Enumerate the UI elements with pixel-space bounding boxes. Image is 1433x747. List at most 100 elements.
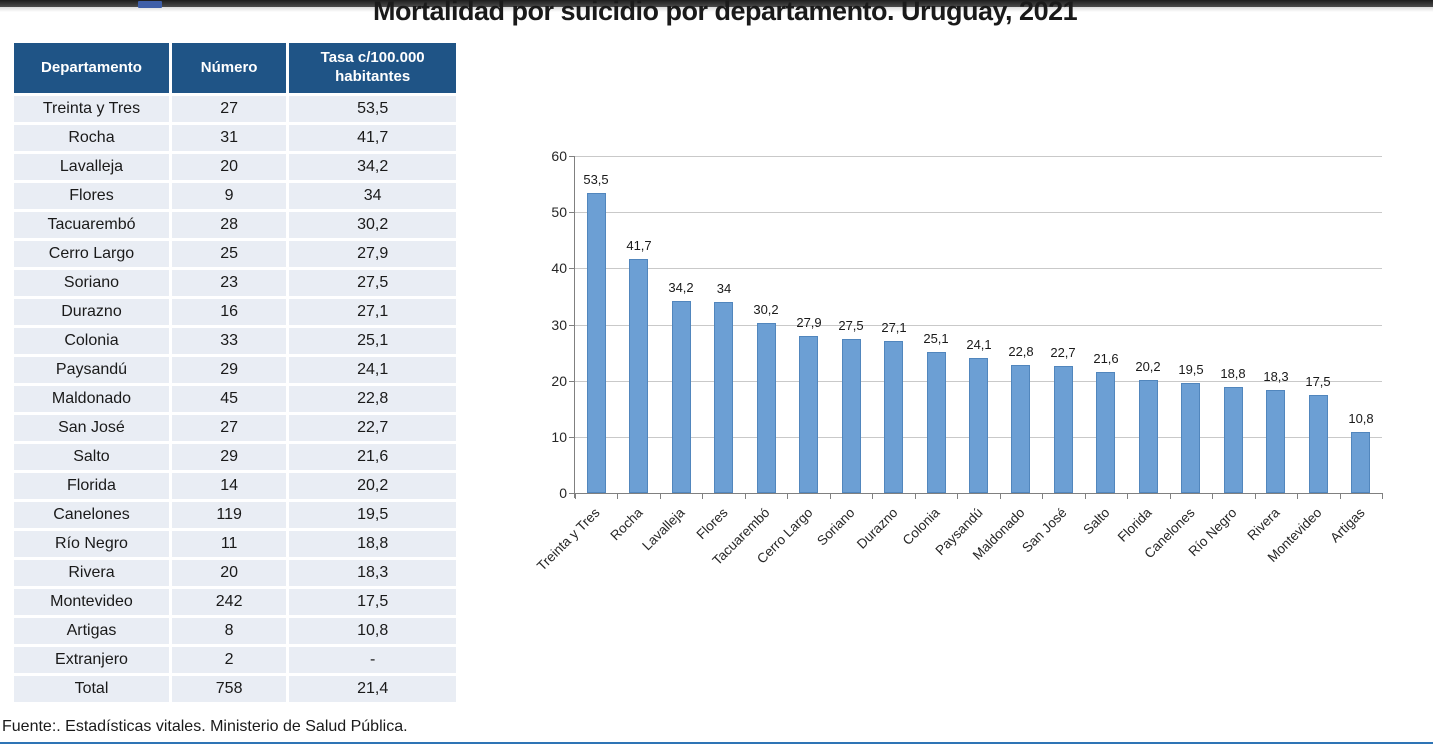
bar-value-label: 41,7 <box>626 238 652 253</box>
bar-value-label: 17,5 <box>1305 374 1331 389</box>
col-header-tasa: Tasa c/100.000 habitantes <box>289 43 456 93</box>
bar-value-label: 25,1 <box>923 331 949 346</box>
x-tick-mark <box>1340 493 1341 499</box>
x-tick-mark <box>1127 493 1128 499</box>
x-tick-mark <box>1212 493 1213 499</box>
bar-value-label: 21,6 <box>1093 351 1119 366</box>
y-tick-label: 10 <box>551 429 567 445</box>
table-cell: Durazno <box>14 299 169 325</box>
bar-value-label: 20,2 <box>1135 359 1161 374</box>
table-cell: Salto <box>14 444 169 470</box>
col-header-departamento: Departamento <box>14 43 169 93</box>
table-row: Rivera 20 18,3 <box>14 560 456 586</box>
table-cell: 21,6 <box>289 444 456 470</box>
table-cell: 119 <box>171 502 287 528</box>
bar <box>1054 366 1073 493</box>
bar-value-label: 10,8 <box>1348 411 1374 426</box>
table-cell: Río Negro <box>14 531 169 557</box>
bar <box>1309 395 1328 493</box>
y-tick-mark <box>569 156 575 157</box>
bar-value-label: 27,9 <box>796 315 822 330</box>
bar-value-label: 22,8 <box>1008 344 1034 359</box>
table-cell: 29 <box>171 357 287 383</box>
table-cell: 53,5 <box>289 96 456 122</box>
y-tick-mark <box>569 437 575 438</box>
x-tick-mark <box>702 493 703 499</box>
table-cell: 33 <box>171 328 287 354</box>
x-tick-mark <box>1297 493 1298 499</box>
mortality-table: Departamento Número Tasa c/100.000 habit… <box>11 40 459 705</box>
table-cell: 758 <box>171 676 287 702</box>
chart-x-axis-labels: Treinta y Tres Rocha Lavalleja Flores Tacuar… <box>534 493 1382 613</box>
table-cell: 2 <box>171 647 287 673</box>
bar <box>842 339 861 493</box>
y-tick-mark <box>569 493 575 494</box>
bar-value-label: 19,5 <box>1178 362 1204 377</box>
table-row: Flores 9 34 <box>14 183 456 209</box>
table-row: Tacuarembó 28 30,2 <box>14 212 456 238</box>
page-title: Mortalidad por suicidio por departamento… <box>373 0 1078 26</box>
table-cell: - <box>289 647 456 673</box>
table-row: Lavalleja 20 34,2 <box>14 154 456 180</box>
table-row: Artigas 8 10,8 <box>14 618 456 644</box>
table-cell: Treinta y Tres <box>14 96 169 122</box>
table-row: Treinta y Tres 27 53,5 <box>14 96 456 122</box>
table-cell: 23 <box>171 270 287 296</box>
table-cell: 24,1 <box>289 357 456 383</box>
bar-value-label: 18,8 <box>1220 366 1246 381</box>
table-row: Río Negro 11 18,8 <box>14 531 456 557</box>
table-row: Montevideo 242 17,5 <box>14 589 456 615</box>
x-tick-mark <box>1382 493 1383 499</box>
y-tick-label: 60 <box>551 148 567 164</box>
bar <box>1351 432 1370 493</box>
table-row: Extranjero 2- <box>14 647 456 673</box>
chart-y-axis-labels: 0 10 20 30 40 50 60 <box>531 148 567 501</box>
table-cell: 34,2 <box>289 154 456 180</box>
bar <box>714 302 733 493</box>
y-tick-label: 40 <box>551 260 567 276</box>
gridline <box>575 156 1382 157</box>
table-cell: 19,5 <box>289 502 456 528</box>
x-tick-mark <box>660 493 661 499</box>
table-cell: Artigas <box>14 618 169 644</box>
table-cell: 20,2 <box>289 473 456 499</box>
bar-value-label: 22,7 <box>1050 345 1076 360</box>
table-cell: 242 <box>171 589 287 615</box>
x-tick-mark <box>1255 493 1256 499</box>
table-row: Canelones 119 19,5 <box>14 502 456 528</box>
x-tick-mark <box>830 493 831 499</box>
table-cell: 30,2 <box>289 212 456 238</box>
x-tick-mark <box>575 493 576 499</box>
table-cell: Canelones <box>14 502 169 528</box>
table-row: Cerro Largo 25 27,9 <box>14 241 456 267</box>
table-row: Colonia 33 25,1 <box>14 328 456 354</box>
table-cell: 27,1 <box>289 299 456 325</box>
bar <box>884 341 903 493</box>
table-row: Durazno 16 27,1 <box>14 299 456 325</box>
x-tick-mark <box>745 493 746 499</box>
bar <box>1011 365 1030 493</box>
table-header: Departamento Número Tasa c/100.000 habit… <box>14 43 456 93</box>
bar <box>629 259 648 493</box>
y-tick-mark <box>569 268 575 269</box>
table-cell: 27 <box>171 96 287 122</box>
y-axis-line <box>574 156 575 498</box>
y-tick-label: 50 <box>551 204 567 220</box>
bar <box>757 323 776 493</box>
y-tick-mark <box>569 381 575 382</box>
x-tick-mark <box>1042 493 1043 499</box>
table-cell: Soriano <box>14 270 169 296</box>
table-cell: Rivera <box>14 560 169 586</box>
x-tick-mark <box>1170 493 1171 499</box>
bar <box>1266 390 1285 493</box>
bar <box>1096 372 1115 493</box>
bar-value-label: 34 <box>716 281 732 296</box>
table-row: Soriano 23 27,5 <box>14 270 456 296</box>
y-tick-label: 0 <box>559 485 567 501</box>
bar <box>1224 387 1243 493</box>
x-tick-mark <box>957 493 958 499</box>
table-cell: 28 <box>171 212 287 238</box>
window-top-edge <box>0 0 1433 7</box>
table-cell: Extranjero <box>14 647 169 673</box>
table-header-row: Departamento Número Tasa c/100.000 habit… <box>14 43 456 93</box>
